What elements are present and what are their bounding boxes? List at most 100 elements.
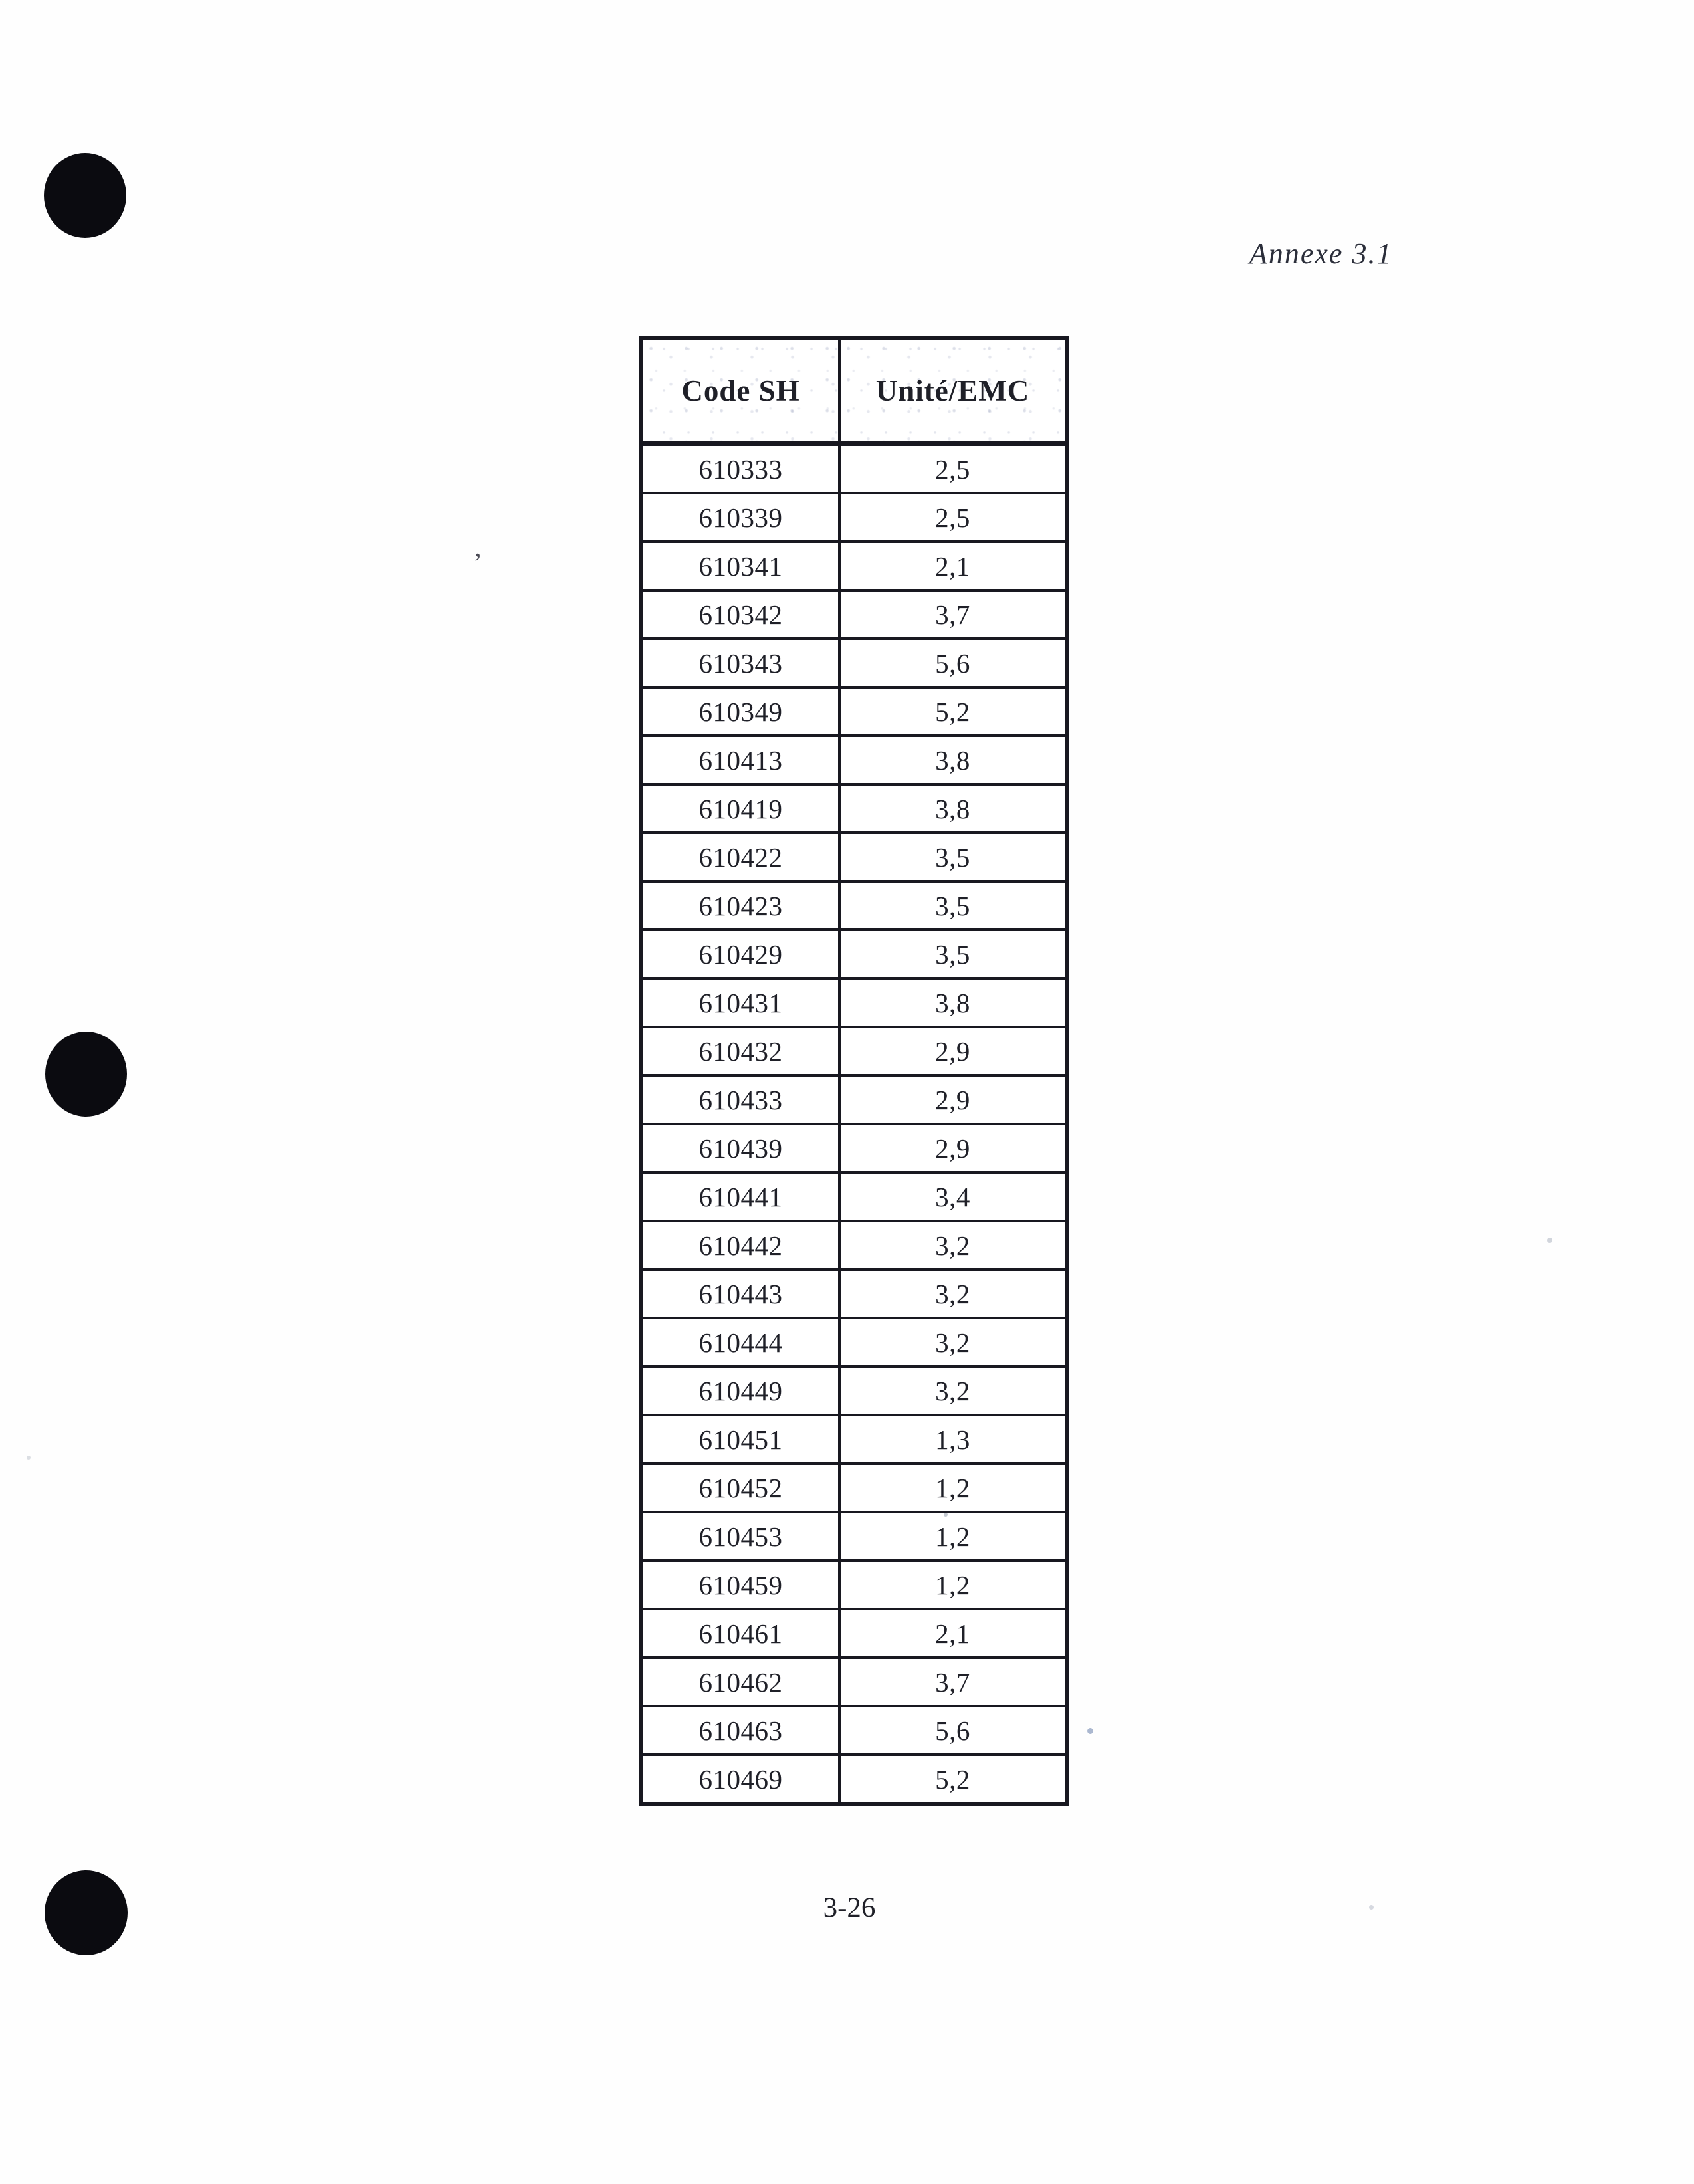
code-cell: 610343 (640, 637, 841, 689)
table-row: 610431 3,8 (640, 977, 1068, 1028)
table-body: 610333 2,5 610339 2,5 610341 2,1 610342 … (640, 442, 1068, 1805)
code-cell: 610413 (640, 734, 841, 786)
table-row: 610442 3,2 (640, 1220, 1068, 1271)
value-cell: 3,2 (838, 1365, 1068, 1416)
code-cell: 610422 (640, 831, 841, 883)
table-row: 610441 3,4 (640, 1171, 1068, 1222)
table-row: 610333 2,5 (640, 442, 1068, 494)
code-cell: 610441 (640, 1171, 841, 1222)
scan-speck-comma: ’ (473, 548, 482, 579)
value-cell: 3,8 (838, 977, 1068, 1028)
page-number: 3-26 (823, 1892, 876, 1923)
value-cell: 3,5 (838, 880, 1068, 931)
code-cell: 610431 (640, 977, 841, 1028)
code-cell: 610461 (640, 1608, 841, 1659)
table-row: 610451 1,3 (640, 1414, 1068, 1465)
code-cell: 610463 (640, 1705, 841, 1756)
value-cell: 2,9 (838, 1026, 1068, 1077)
table-row: 610341 2,1 (640, 540, 1068, 592)
code-cell: 610451 (640, 1414, 841, 1465)
value-cell: 5,6 (838, 637, 1068, 689)
table-row: 610429 3,5 (640, 928, 1068, 980)
code-cell: 610433 (640, 1074, 841, 1125)
value-cell: 2,1 (838, 1608, 1068, 1659)
table-row: 610452 1,2 (640, 1462, 1068, 1513)
value-cell: 2,9 (838, 1074, 1068, 1125)
value-cell: 1,2 (838, 1462, 1068, 1513)
value-cell: 1,3 (838, 1414, 1068, 1465)
table-header-row: Code SH Unité/EMC (640, 336, 1068, 446)
scan-speck (1547, 1238, 1552, 1243)
value-cell: 3,2 (838, 1220, 1068, 1271)
table-row: 610439 2,9 (640, 1123, 1068, 1174)
value-cell: 2,9 (838, 1123, 1068, 1174)
code-cell: 610442 (640, 1220, 841, 1271)
table-row: 610462 3,7 (640, 1656, 1068, 1707)
code-cell: 610439 (640, 1123, 841, 1174)
code-cell: 610339 (640, 492, 841, 543)
value-cell: 3,2 (838, 1268, 1068, 1319)
value-cell: 3,2 (838, 1317, 1068, 1368)
value-cell: 2,5 (838, 442, 1068, 494)
table-row: 610339 2,5 (640, 492, 1068, 543)
code-cell: 610342 (640, 589, 841, 640)
table-row: 610342 3,7 (640, 589, 1068, 640)
table-row: 610433 2,9 (640, 1074, 1068, 1125)
annexe-label: Annexe 3.1 (1249, 237, 1393, 270)
value-cell: 5,6 (838, 1705, 1068, 1756)
punch-hole-middle (45, 1032, 127, 1117)
code-cell: 610452 (640, 1462, 841, 1513)
punch-hole-bottom (45, 1870, 128, 1955)
table-row: 610444 3,2 (640, 1317, 1068, 1368)
code-cell: 610453 (640, 1511, 841, 1562)
hs-code-table: Code SH Unité/EMC 610333 2,5 610339 2,5 … (639, 336, 1069, 1806)
table-row: 610413 3,8 (640, 734, 1068, 786)
table-row: 610419 3,8 (640, 783, 1068, 834)
code-cell: 610462 (640, 1656, 841, 1707)
value-cell: 1,2 (838, 1559, 1068, 1610)
value-cell: 2,1 (838, 540, 1068, 592)
code-cell: 610432 (640, 1026, 841, 1077)
code-cell: 610443 (640, 1268, 841, 1319)
table-row: 610422 3,5 (640, 831, 1068, 883)
table-row: 610449 3,2 (640, 1365, 1068, 1416)
value-cell: 5,2 (838, 686, 1068, 737)
value-cell: 3,7 (838, 1656, 1068, 1707)
table-row: 610459 1,2 (640, 1559, 1068, 1610)
scan-speck (1369, 1905, 1374, 1910)
scan-speck (1087, 1728, 1093, 1734)
punch-hole-top (44, 153, 126, 238)
table-row: 610463 5,6 (640, 1705, 1068, 1756)
table-row: 610461 2,1 (640, 1608, 1068, 1659)
value-cell: 3,8 (838, 734, 1068, 786)
table-row: 610349 5,2 (640, 686, 1068, 737)
code-cell: 610419 (640, 783, 841, 834)
table-row: 610469 5,2 (640, 1753, 1068, 1805)
table-header: Code SH Unité/EMC (640, 336, 1068, 446)
code-cell: 610423 (640, 880, 841, 931)
code-cell: 610469 (640, 1753, 841, 1805)
header-cell-code-sh: Code SH (640, 336, 841, 446)
code-cell: 610449 (640, 1365, 841, 1416)
code-cell: 610341 (640, 540, 841, 592)
code-cell: 610444 (640, 1317, 841, 1368)
value-cell: 3,5 (838, 831, 1068, 883)
scan-speck (27, 1456, 31, 1460)
value-cell: 5,2 (838, 1753, 1068, 1805)
value-cell: 3,4 (838, 1171, 1068, 1222)
value-cell: 3,8 (838, 783, 1068, 834)
code-cell: 610333 (640, 442, 841, 494)
table-row: 610423 3,5 (640, 880, 1068, 931)
table-row: 610343 5,6 (640, 637, 1068, 689)
scan-speck (944, 1513, 948, 1517)
value-cell: 1,2 (838, 1511, 1068, 1562)
value-cell: 3,7 (838, 589, 1068, 640)
table-row: 610453 1,2 (640, 1511, 1068, 1562)
code-cell: 610429 (640, 928, 841, 980)
table-row: 610443 3,2 (640, 1268, 1068, 1319)
table-row: 610432 2,9 (640, 1026, 1068, 1077)
header-cell-unite-emc: Unité/EMC (838, 336, 1068, 446)
code-cell: 610349 (640, 686, 841, 737)
code-cell: 610459 (640, 1559, 841, 1610)
